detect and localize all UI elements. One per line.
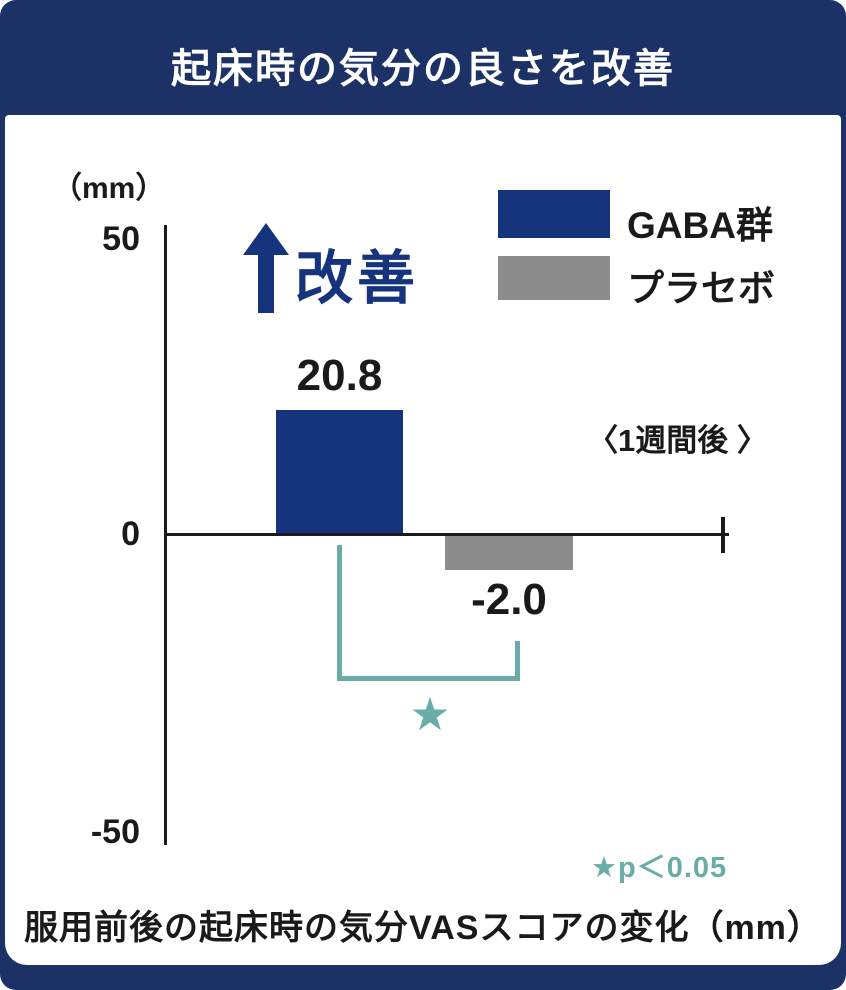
significance-star-icon: ★ <box>409 688 451 740</box>
legend-swatch-placebo <box>498 256 610 300</box>
bar-value-placebo: -2.0 <box>471 575 547 624</box>
y-tick-50: 50 <box>102 220 140 258</box>
significance-bracket-bottom <box>337 676 520 681</box>
bar-value-gaba: 20.8 <box>296 351 383 400</box>
significance-bracket-left <box>337 545 342 681</box>
timepoint-label: 〈1週間後 〉 <box>587 423 768 458</box>
zero-baseline <box>164 533 729 536</box>
chart-panel: （mm） 50 0 -50 改善 GABA群 プラセボ 20.8 -2.0 〈1… <box>5 115 841 965</box>
legend-swatch-gaba <box>498 190 610 238</box>
improvement-arrow-icon <box>243 223 289 313</box>
bar-placebo <box>445 536 573 570</box>
legend-label-gaba: GABA群 <box>627 205 773 246</box>
legend-label-placebo: プラセボ <box>627 268 775 309</box>
x-axis-end-tick <box>721 517 725 553</box>
y-axis-unit-label: （mm） <box>52 172 166 205</box>
y-tick-minus-50: -50 <box>90 813 140 851</box>
y-tick-0: 0 <box>121 515 140 553</box>
page-title: 起床時の気分の良さを改善 <box>171 47 675 91</box>
p-value-note: ★p＜0.05 <box>591 852 728 884</box>
chart-caption: 服用前後の起床時の気分VASスコアの変化（mm） <box>24 909 822 947</box>
significance-bracket-right <box>515 641 520 681</box>
improvement-label: 改善 <box>295 246 420 311</box>
bar-gaba <box>276 410 403 533</box>
